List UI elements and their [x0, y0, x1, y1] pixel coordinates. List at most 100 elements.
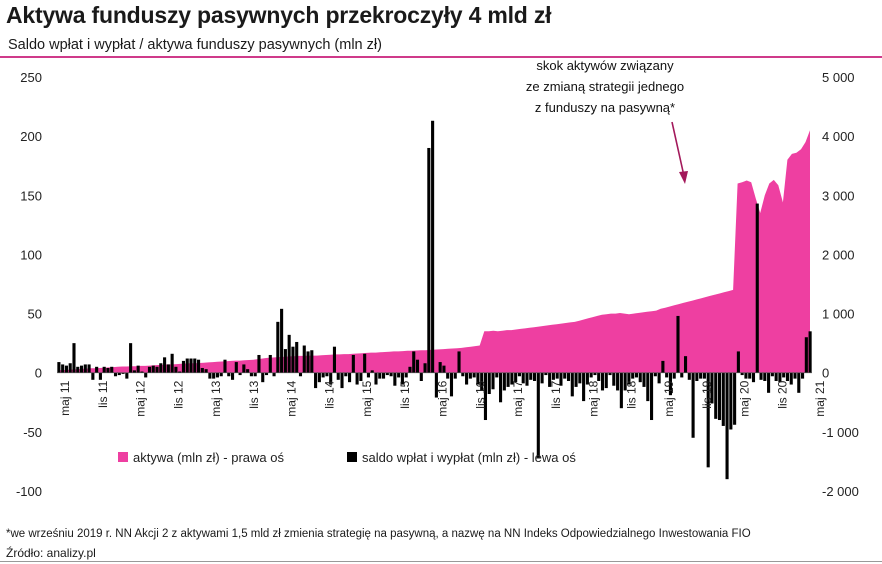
flow-bar — [687, 372, 691, 380]
flow-bar — [699, 372, 703, 379]
flow-bar — [215, 372, 219, 378]
flow-bar — [246, 369, 250, 373]
flow-bar — [302, 345, 306, 373]
flow-bar — [785, 372, 790, 381]
flow-bar — [68, 363, 72, 373]
flow-bar — [359, 372, 363, 381]
flow-bar — [223, 359, 227, 373]
assets-area-layer — [59, 130, 810, 373]
right-tick-label: -1 000 — [822, 425, 859, 440]
flow-bar — [95, 366, 99, 373]
flow-bar — [348, 372, 352, 383]
flow-bar — [242, 364, 246, 373]
flow-bar — [623, 372, 627, 391]
flow-bar — [446, 372, 450, 379]
x-tick-label: maj 15 — [360, 380, 374, 416]
flow-bar — [193, 358, 197, 373]
x-tick-label: lis 14 — [322, 380, 336, 408]
flow-bar — [521, 372, 525, 384]
chart-subtitle: Saldo wpłat i wypłat / aktywa funduszy p… — [8, 37, 382, 53]
flow-bar — [774, 372, 778, 381]
flow-bar — [178, 371, 182, 373]
flow-bar — [702, 372, 706, 379]
flow-bar — [400, 372, 404, 385]
flow-bar — [683, 356, 688, 373]
flow-bar — [612, 372, 616, 386]
flow-bar — [465, 372, 469, 385]
flow-bar — [197, 359, 201, 373]
flow-bar — [608, 372, 612, 376]
flow-bar — [321, 372, 325, 378]
flow-bar — [234, 362, 238, 373]
flow-bar — [113, 372, 118, 377]
flow-bar — [427, 147, 431, 373]
flow-bar — [57, 362, 61, 373]
flow-bar — [559, 372, 563, 386]
flow-bar — [253, 372, 257, 377]
flow-bar — [336, 372, 340, 380]
annotation-line: ze zmianą strategii jednego — [526, 79, 684, 94]
flow-bar — [129, 343, 133, 373]
x-tick-label: maj 19 — [662, 380, 676, 416]
annotation: skok aktywów związany ze zmianą strategii… — [526, 58, 688, 184]
left-tick-label: 150 — [20, 188, 42, 203]
flow-bar — [793, 372, 797, 379]
flow-bar — [147, 366, 152, 373]
flow-bar — [566, 372, 571, 381]
flow-bar — [363, 353, 367, 373]
annotation-arrow-head — [679, 171, 688, 184]
flow-bar — [219, 372, 223, 377]
flow-bar — [457, 351, 461, 373]
left-tick-label: 50 — [28, 307, 42, 322]
flows-bar-layer — [57, 120, 812, 480]
flow-bar — [121, 372, 125, 374]
x-tick-label: maj 18 — [587, 380, 601, 416]
flow-bar — [555, 372, 559, 379]
flow-bar — [650, 372, 654, 421]
left-tick-label: 200 — [20, 129, 42, 144]
flow-bar — [72, 343, 76, 373]
flow-bar — [483, 372, 488, 421]
flow-bar — [631, 372, 635, 379]
x-tick-label: lis 12 — [171, 380, 185, 408]
left-tick-label: 0 — [35, 366, 42, 381]
flow-bar — [634, 372, 639, 378]
flow-bar — [672, 372, 676, 379]
flow-bar — [736, 351, 740, 373]
flow-bar — [283, 349, 287, 373]
flow-bar — [748, 372, 752, 379]
flow-bar — [499, 372, 503, 403]
x-tick-label: lis 17 — [549, 380, 563, 408]
chart-canvas: 250 200 150 100 50 0 -50 -100 5 000 4 000 3 000 2 0… — [16, 58, 859, 499]
flow-bar — [140, 371, 144, 373]
flow-bar — [717, 372, 722, 421]
flow-bar — [381, 372, 386, 379]
x-tick-label: lis 18 — [624, 380, 638, 408]
flow-bar — [661, 360, 665, 373]
x-tick-label: maj 21 — [813, 380, 827, 416]
flow-bar — [797, 372, 801, 393]
flow-bar — [536, 372, 540, 458]
flow-bar — [102, 366, 106, 373]
flow-bar — [64, 365, 68, 373]
flow-bar — [642, 372, 646, 387]
assets-area — [59, 130, 810, 373]
flow-bar — [344, 372, 348, 377]
x-tick-label: maj 12 — [134, 380, 148, 416]
flow-bar — [393, 372, 397, 386]
flow-bar — [419, 372, 423, 381]
flow-bar — [804, 337, 808, 373]
flow-bar — [476, 372, 480, 385]
flow-bar — [721, 372, 725, 426]
right-tick-label: 2 000 — [822, 247, 855, 262]
flow-bar — [657, 372, 661, 384]
flow-bar — [782, 372, 786, 378]
flow-bar — [582, 372, 586, 402]
flow-bar — [227, 372, 231, 377]
flow-bar — [298, 372, 303, 377]
flow-bar — [325, 372, 329, 377]
flow-bar — [238, 372, 242, 376]
right-tick-label: 4 000 — [822, 129, 855, 144]
flow-bar — [287, 334, 291, 373]
flow-bar — [517, 372, 521, 377]
